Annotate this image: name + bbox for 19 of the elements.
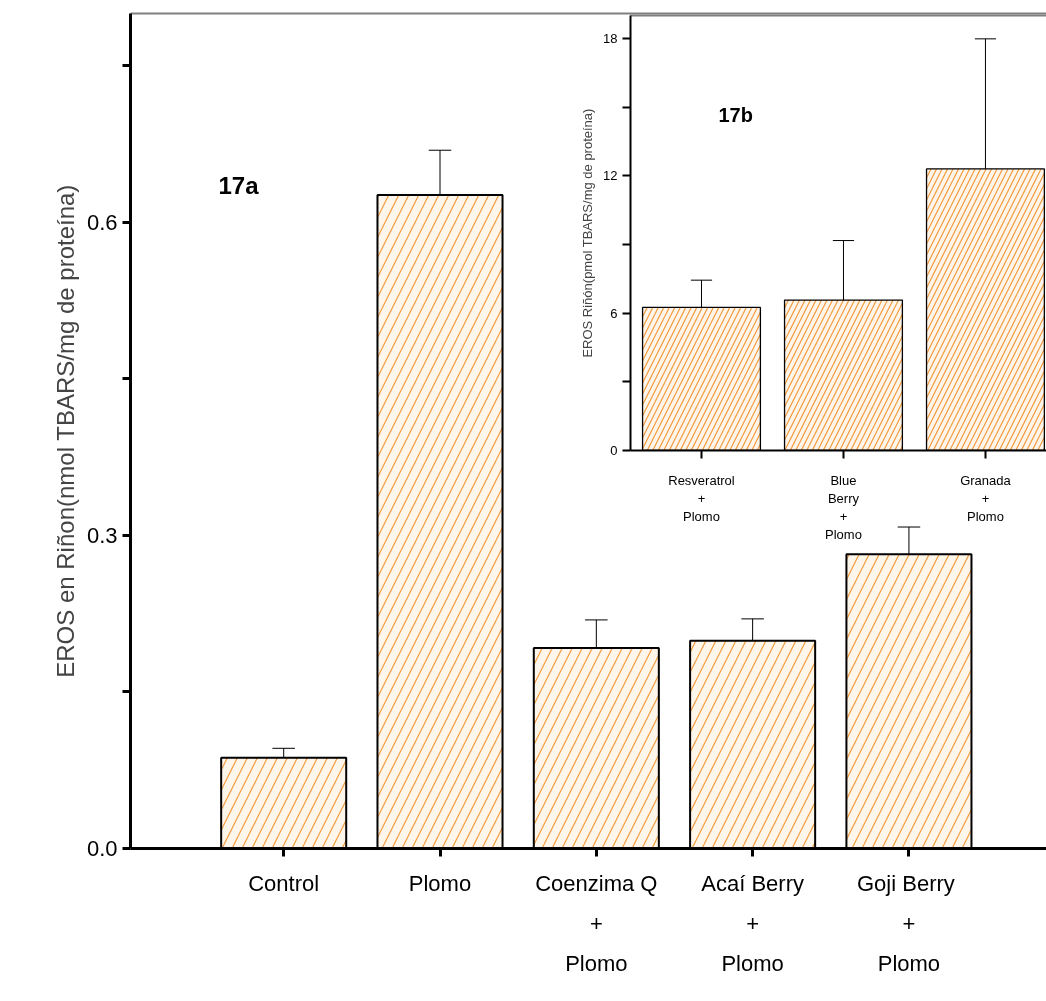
x-tick-label: Blue Berry + Plomo bbox=[825, 472, 862, 542]
y-tick-label: 18 bbox=[603, 30, 618, 46]
x-tick-label: Plomo bbox=[408, 870, 472, 896]
y-tick-label: 0 bbox=[610, 443, 618, 458]
text: 17a bbox=[218, 171, 260, 199]
x-tick-label: Granada + Plomo bbox=[960, 472, 1012, 524]
y-tick-label: 0.3 bbox=[86, 522, 118, 548]
y-tick-label: 0.6 bbox=[86, 209, 118, 235]
x-tick-label: Control bbox=[248, 870, 320, 896]
x-tick-label: Coenzima Q + Plomo bbox=[535, 870, 658, 976]
x-tick-label: Goji Berry + Plomo bbox=[856, 870, 955, 976]
x-tick-label: Resveratrol + Plomo bbox=[668, 472, 735, 524]
y-tick-label: 6 bbox=[610, 305, 618, 321]
y-axis-title: EROS en Riñon(nmol TBARS/mg de proteína) bbox=[51, 184, 79, 678]
x-tick-label: Acaí Berry + Plomo bbox=[701, 870, 804, 976]
text: 17b bbox=[718, 103, 753, 126]
y-tick-label: 12 bbox=[603, 168, 618, 184]
y-tick-label: 0.0 bbox=[86, 836, 118, 861]
y-axis-title: EROS Riñón(pmol TBARS/mg de proteína) bbox=[580, 108, 596, 358]
